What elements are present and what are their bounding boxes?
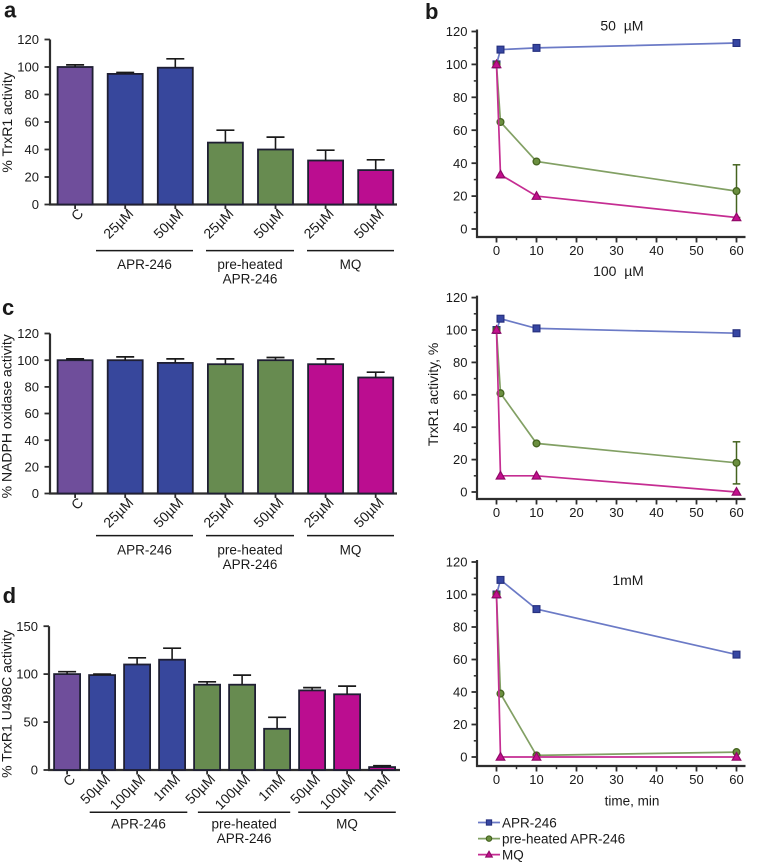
svg-text:0: 0 xyxy=(32,197,39,212)
svg-text:0: 0 xyxy=(493,243,500,258)
svg-text:60: 60 xyxy=(729,505,743,520)
svg-text:20: 20 xyxy=(25,459,39,474)
svg-text:40: 40 xyxy=(453,685,467,700)
svg-text:10: 10 xyxy=(529,772,543,787)
svg-text:40: 40 xyxy=(25,433,39,448)
svg-text:APR-246: APR-246 xyxy=(111,817,166,832)
svg-text:APR-246: APR-246 xyxy=(223,557,278,572)
svg-text:50: 50 xyxy=(689,243,703,258)
svg-text:60: 60 xyxy=(25,115,39,130)
svg-text:20: 20 xyxy=(569,243,583,258)
svg-text:40: 40 xyxy=(649,772,663,787)
svg-text:50: 50 xyxy=(689,505,703,520)
svg-text:% TrxR1 U498C activity: % TrxR1 U498C activity xyxy=(0,630,14,778)
svg-text:APR-246: APR-246 xyxy=(117,543,172,558)
svg-text:TrxR1 activity, %: TrxR1 activity, % xyxy=(425,343,441,446)
svg-text:60: 60 xyxy=(453,123,467,138)
svg-text:100: 100 xyxy=(17,60,39,75)
svg-text:120: 120 xyxy=(17,32,39,47)
svg-text:APR-246: APR-246 xyxy=(502,815,557,830)
svg-text:30: 30 xyxy=(609,772,623,787)
svg-text:100: 100 xyxy=(16,667,38,682)
svg-text:b: b xyxy=(425,0,438,24)
svg-text:20: 20 xyxy=(453,452,467,467)
svg-text:80: 80 xyxy=(453,90,467,105)
svg-text:40: 40 xyxy=(453,420,467,435)
svg-text:60: 60 xyxy=(729,772,743,787)
svg-text:MQ: MQ xyxy=(502,847,524,862)
svg-text:150: 150 xyxy=(16,619,38,634)
svg-text:% TrxR1 activity: % TrxR1 activity xyxy=(0,72,15,172)
svg-text:100: 100 xyxy=(446,587,468,602)
svg-text:60: 60 xyxy=(453,652,467,667)
svg-text:0: 0 xyxy=(493,772,500,787)
svg-text:80: 80 xyxy=(453,355,467,370)
svg-text:50 µM: 50 µM xyxy=(600,18,643,34)
svg-text:pre-heated: pre-heated xyxy=(217,257,282,272)
svg-text:pre-heated APR-246: pre-heated APR-246 xyxy=(502,831,625,846)
svg-text:40: 40 xyxy=(649,243,663,258)
svg-text:10: 10 xyxy=(529,243,543,258)
svg-text:30: 30 xyxy=(609,243,623,258)
svg-text:MQ: MQ xyxy=(340,543,362,558)
svg-text:0: 0 xyxy=(460,222,467,237)
svg-text:0: 0 xyxy=(460,485,467,500)
svg-text:10: 10 xyxy=(529,505,543,520)
svg-text:120: 120 xyxy=(446,290,468,305)
svg-text:20: 20 xyxy=(25,170,39,185)
svg-text:20: 20 xyxy=(569,772,583,787)
svg-text:0: 0 xyxy=(32,486,39,501)
svg-text:80: 80 xyxy=(25,380,39,395)
svg-text:120: 120 xyxy=(446,24,468,39)
svg-text:120: 120 xyxy=(17,326,39,341)
svg-text:20: 20 xyxy=(453,717,467,732)
svg-text:pre-heated: pre-heated xyxy=(211,817,276,832)
svg-text:0: 0 xyxy=(31,763,38,778)
svg-text:20: 20 xyxy=(569,505,583,520)
svg-text:30: 30 xyxy=(609,505,623,520)
svg-text:APR-246: APR-246 xyxy=(223,272,278,287)
svg-text:d: d xyxy=(3,583,16,608)
svg-text:60: 60 xyxy=(25,406,39,421)
svg-text:120: 120 xyxy=(446,555,468,570)
svg-text:MQ: MQ xyxy=(340,257,362,272)
svg-text:% NADPH oxidase activity: % NADPH oxidase activity xyxy=(0,334,15,498)
svg-text:MQ: MQ xyxy=(336,817,358,832)
svg-text:100 µM: 100 µM xyxy=(593,263,644,279)
svg-text:50: 50 xyxy=(689,772,703,787)
svg-text:APR-246: APR-246 xyxy=(117,257,172,272)
svg-text:20: 20 xyxy=(453,189,467,204)
svg-text:0: 0 xyxy=(460,750,467,765)
svg-text:60: 60 xyxy=(729,243,743,258)
svg-text:100: 100 xyxy=(446,57,468,72)
svg-text:time, min: time, min xyxy=(605,794,660,809)
svg-text:50: 50 xyxy=(24,715,38,730)
svg-text:pre-heated: pre-heated xyxy=(217,543,282,558)
svg-text:c: c xyxy=(2,295,14,320)
svg-text:80: 80 xyxy=(25,87,39,102)
svg-text:a: a xyxy=(4,0,17,23)
svg-text:40: 40 xyxy=(649,505,663,520)
svg-text:40: 40 xyxy=(25,142,39,157)
svg-text:80: 80 xyxy=(453,620,467,635)
svg-text:APR-246: APR-246 xyxy=(217,831,272,846)
svg-text:100: 100 xyxy=(17,353,39,368)
svg-text:1mM: 1mM xyxy=(612,572,643,588)
svg-text:0: 0 xyxy=(493,505,500,520)
svg-text:60: 60 xyxy=(453,387,467,402)
svg-text:100: 100 xyxy=(446,323,468,338)
svg-text:40: 40 xyxy=(453,156,467,171)
